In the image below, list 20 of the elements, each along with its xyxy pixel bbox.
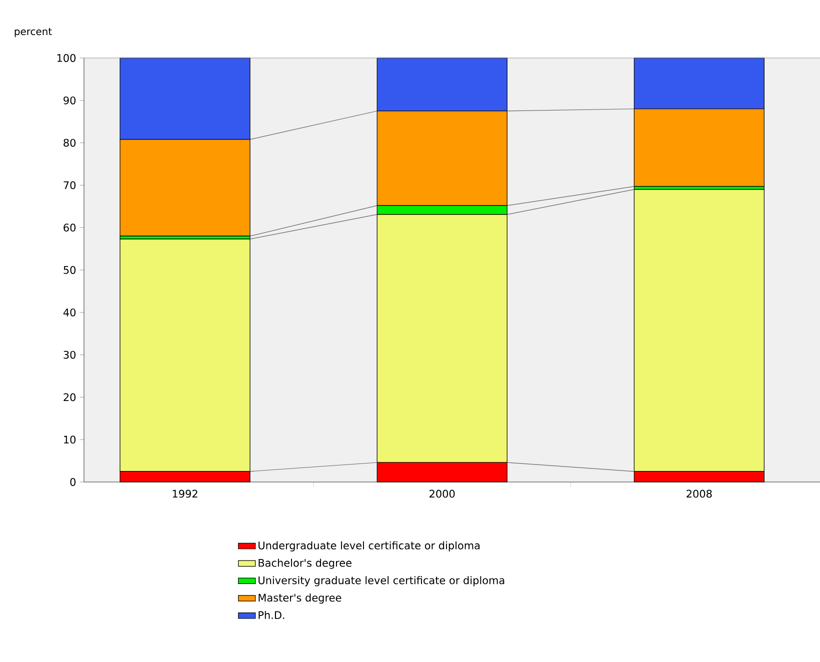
legend-label: University graduate level certificate or diploma bbox=[258, 576, 504, 586]
legend-label: Bachelor's degree bbox=[258, 558, 352, 569]
y-axis-title: percent bbox=[14, 28, 52, 38]
x-tick-label: 1992 bbox=[172, 490, 198, 498]
x-tick-label: 2008 bbox=[686, 490, 712, 498]
legend-label: Master's degree bbox=[258, 594, 342, 604]
legend-label: Undergraduate level certificate or diploma bbox=[258, 541, 480, 552]
x-tick-label: 2000 bbox=[430, 490, 455, 498]
y-tick-label: 50 bbox=[64, 266, 76, 274]
y-tick-label: 80 bbox=[64, 138, 76, 147]
y-tick-label: 100 bbox=[57, 54, 76, 62]
y-tick-label: 0 bbox=[70, 478, 76, 486]
y-tick-label: 20 bbox=[64, 393, 76, 402]
y-tick-label: 40 bbox=[63, 308, 76, 316]
y-tick-label: 60 bbox=[64, 224, 76, 232]
y-tick-label: 70 bbox=[64, 181, 76, 190]
legend-label: Ph.D. bbox=[258, 610, 284, 619]
y-tick-label: 30 bbox=[64, 350, 76, 359]
y-tick-label: 90 bbox=[64, 96, 76, 104]
y-tick-label: 10 bbox=[64, 436, 76, 444]
